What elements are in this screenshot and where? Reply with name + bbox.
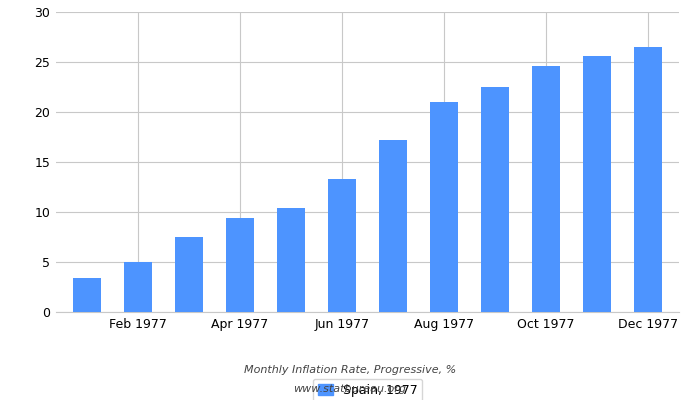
Bar: [634, 47, 662, 312]
Bar: [532, 66, 560, 312]
Bar: [73, 278, 101, 312]
Legend: Spain, 1977: Spain, 1977: [313, 379, 422, 400]
Bar: [430, 102, 458, 312]
Bar: [124, 262, 152, 312]
Text: Monthly Inflation Rate, Progressive, %: Monthly Inflation Rate, Progressive, %: [244, 365, 456, 375]
Bar: [226, 218, 254, 312]
Bar: [175, 237, 203, 312]
Bar: [583, 56, 611, 312]
Bar: [379, 140, 407, 312]
Bar: [481, 87, 509, 312]
Bar: [328, 179, 356, 312]
Bar: [277, 208, 305, 312]
Text: www.statbureau.org: www.statbureau.org: [293, 384, 407, 394]
